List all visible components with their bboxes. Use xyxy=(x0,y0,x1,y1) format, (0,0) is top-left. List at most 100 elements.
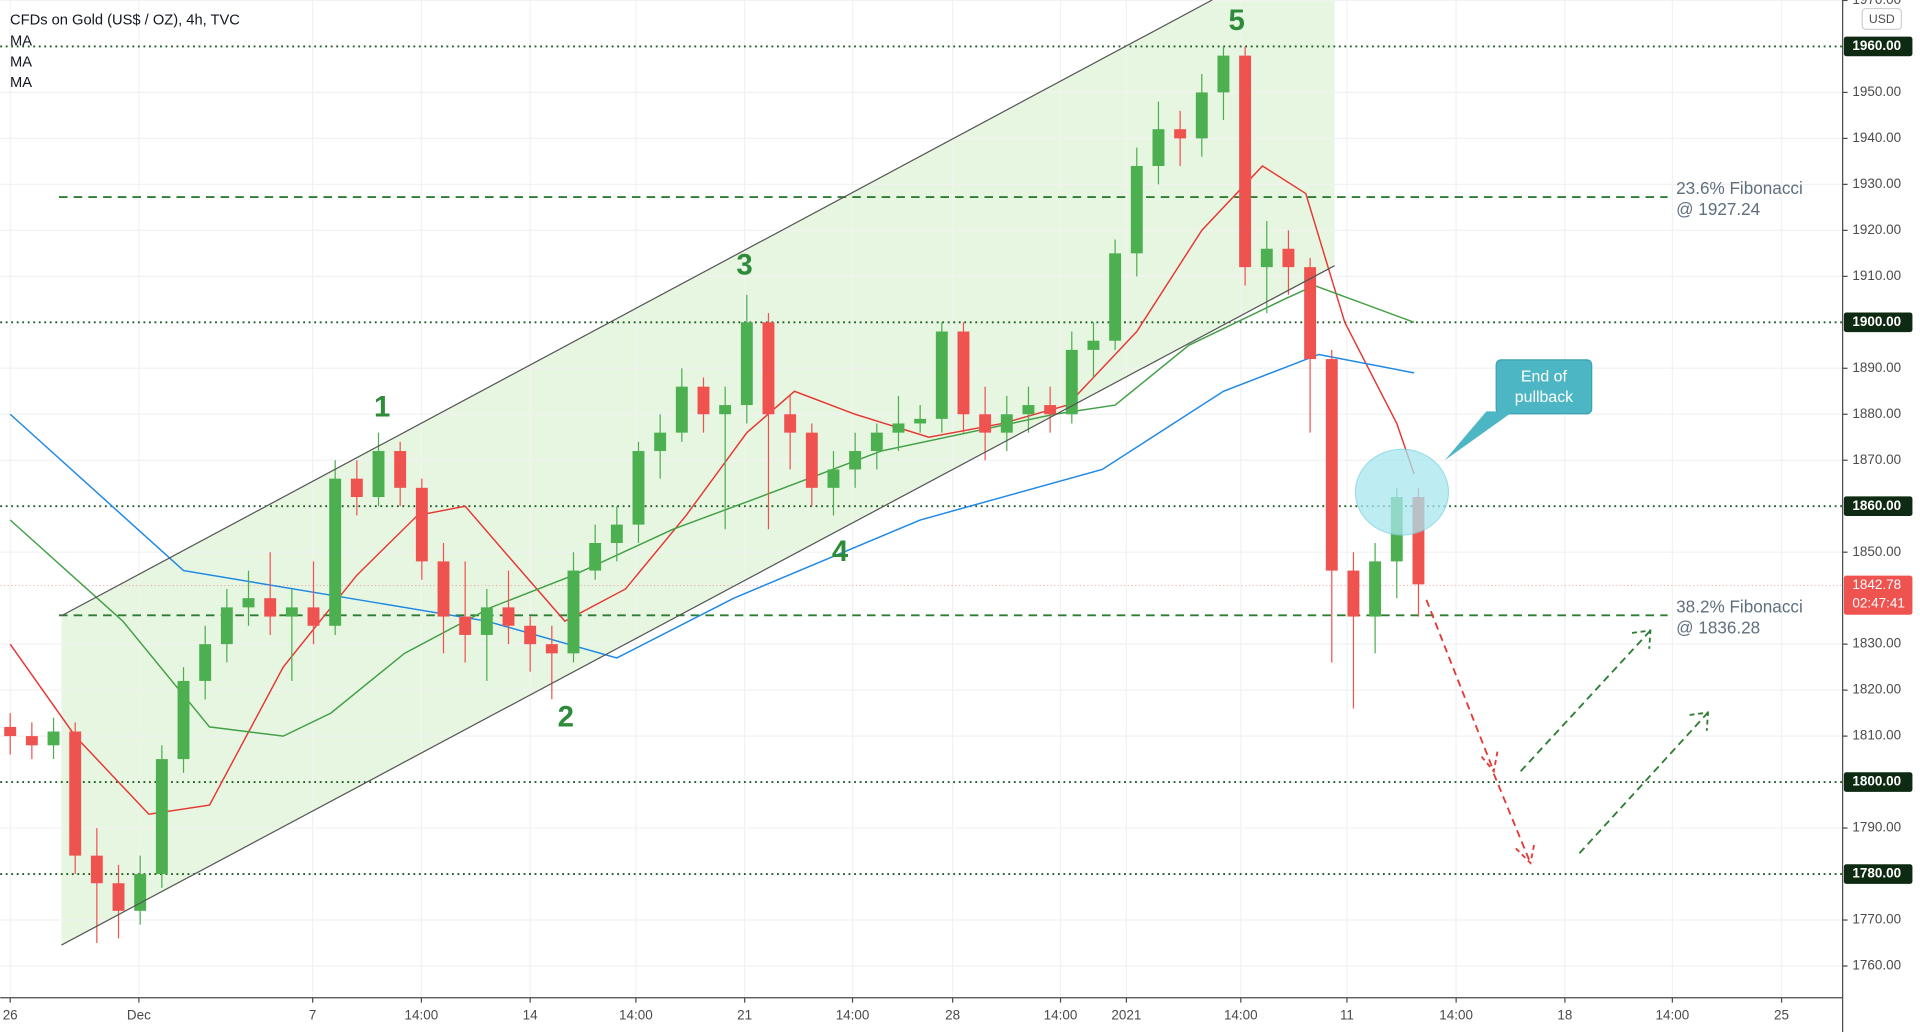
candle-body xyxy=(567,570,580,654)
candle-body xyxy=(285,607,298,617)
y-tick-label: 1940.00 xyxy=(1852,130,1901,145)
candle-body xyxy=(437,561,450,617)
x-tick-label: 21 xyxy=(737,1008,752,1023)
candle-body xyxy=(762,322,775,415)
projection-arrow xyxy=(1492,773,1532,864)
y-tick-label: 1880.00 xyxy=(1852,406,1901,421)
y-tick-label: 1790.00 xyxy=(1852,820,1901,835)
wave-label: 4 xyxy=(832,535,849,568)
candle-body xyxy=(264,598,277,617)
legend-entry: MA xyxy=(10,75,32,91)
projection-arrow xyxy=(1578,711,1709,854)
level-label-box xyxy=(1843,864,1913,884)
level-label: 1800.00 xyxy=(1852,774,1901,789)
x-tick-label: 7 xyxy=(309,1008,316,1023)
wave-label: 5 xyxy=(1228,4,1244,37)
candle-body xyxy=(372,451,385,498)
candle-body xyxy=(654,432,667,452)
channel-upper xyxy=(61,0,1213,617)
candle-body xyxy=(90,855,103,884)
x-tick-label: 14:00 xyxy=(1439,1008,1473,1023)
y-tick-label: 1820.00 xyxy=(1852,682,1901,697)
y-tick-label: 1970.00 xyxy=(1852,0,1901,7)
x-tick-label: 25 xyxy=(1774,1008,1789,1023)
candle-body xyxy=(892,423,905,433)
highlight-ellipse xyxy=(1354,448,1450,536)
candle-body xyxy=(1065,349,1078,415)
y-tick-label: 1950.00 xyxy=(1852,84,1901,99)
candle-body xyxy=(155,759,168,875)
level-label-box xyxy=(1843,312,1913,333)
candle-body xyxy=(697,386,710,415)
candle-body xyxy=(1195,92,1208,139)
candle-body xyxy=(25,736,38,746)
drawings-background xyxy=(61,0,1335,946)
y-tick-label: 1850.00 xyxy=(1852,544,1901,559)
channel-lower xyxy=(61,265,1335,946)
candle-body xyxy=(545,644,558,654)
candle-body xyxy=(69,731,82,856)
candle-body xyxy=(589,543,602,571)
candle-body xyxy=(1325,359,1338,571)
candle-body xyxy=(784,414,797,433)
annotations: CFDs on Gold (US$ / OZ), 4h, TVC MA MA M… xyxy=(10,4,1803,734)
candle-body xyxy=(979,414,992,433)
candle-body xyxy=(199,644,212,681)
candle-body xyxy=(914,418,927,424)
level-label: 1960.00 xyxy=(1852,38,1901,53)
current-price-label: 1842.78 xyxy=(1852,577,1901,592)
candle-body xyxy=(1152,129,1165,166)
fib-name: 38.2% Fibonacci xyxy=(1676,596,1803,616)
projection-arrow xyxy=(1520,629,1652,772)
candle-body xyxy=(329,478,342,626)
candle-body xyxy=(112,883,125,911)
candle-body xyxy=(1174,129,1187,139)
candle-body xyxy=(220,607,233,645)
fib-label: @ 1836.28 xyxy=(1676,617,1760,637)
x-tick-label: 14:00 xyxy=(405,1008,439,1023)
arrow-head xyxy=(1515,844,1536,865)
candle-body xyxy=(4,726,17,737)
y-tick-label: 1830.00 xyxy=(1852,636,1901,651)
x-tick-label: 26 xyxy=(3,1008,18,1023)
candle-body xyxy=(827,469,840,488)
candle-body xyxy=(935,331,948,419)
candle-body xyxy=(1130,165,1143,254)
arrow-head xyxy=(1480,751,1499,774)
candle-body xyxy=(1260,248,1273,268)
drawings xyxy=(61,0,1709,946)
candle-body xyxy=(719,405,732,415)
callout-text: End of xyxy=(1521,368,1568,385)
fib-name: 23.6% Fibonacci xyxy=(1676,178,1803,198)
x-tick-label: Dec xyxy=(127,1008,151,1023)
fib-label: @ 1927.24 xyxy=(1676,199,1761,219)
candle-body xyxy=(47,731,60,746)
y-tick-label: 1920.00 xyxy=(1852,222,1901,237)
candle-body xyxy=(1087,340,1100,350)
candle-body xyxy=(870,432,883,452)
y-tick-label: 1890.00 xyxy=(1852,360,1901,375)
y-unit: USD xyxy=(1869,12,1895,26)
time-axis-bg xyxy=(0,997,1843,1032)
x-tick-label: 2021 xyxy=(1111,1008,1141,1023)
candle-body xyxy=(610,524,623,544)
candle-body xyxy=(1304,267,1317,360)
x-tick-label: 14 xyxy=(523,1008,538,1023)
level-label-box xyxy=(1843,36,1913,57)
current-price-box xyxy=(1843,575,1913,615)
legend-entry: MA xyxy=(10,33,32,49)
level-label-box xyxy=(1843,496,1913,517)
wave-label: 3 xyxy=(736,249,752,282)
level-label-box xyxy=(1843,772,1913,792)
candle-body xyxy=(307,607,320,626)
wave-label: 1 xyxy=(374,391,390,424)
candle-body xyxy=(1022,405,1035,415)
candle-body xyxy=(1217,55,1230,93)
x-tick-label: 14:00 xyxy=(1656,1008,1690,1023)
x-tick-label: 28 xyxy=(945,1008,960,1023)
projection-arrow xyxy=(1425,599,1495,772)
levels xyxy=(0,45,1843,875)
